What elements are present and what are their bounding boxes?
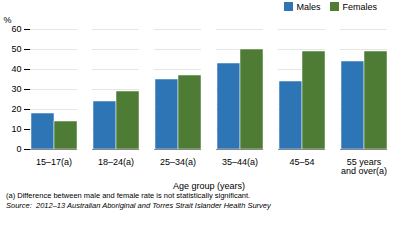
html-text:Females: Females: [342, 1, 377, 12]
svg-text:18–24(a): 18–24(a): [98, 157, 134, 167]
svg-text:25–34(a): 25–34(a): [160, 157, 196, 167]
svg-text:45–54: 45–54: [289, 157, 314, 167]
svg-text:15–17(a): 15–17(a): [36, 157, 72, 167]
html-text:(a) Difference between male an: (a) Difference between male and female r…: [6, 191, 251, 200]
svg-text:%: %: [4, 15, 12, 25]
svg-text:35–44(a): 35–44(a): [222, 157, 258, 167]
html-text:Males: Males: [296, 1, 321, 12]
svg-text:20: 20: [11, 104, 21, 114]
svg-text:60: 60: [11, 24, 21, 34]
svg-text:50: 50: [11, 44, 21, 54]
svg-text:10: 10: [11, 124, 21, 134]
svg-text:30: 30: [11, 84, 21, 94]
svg-text:55 yearsand over(a): 55 yearsand over(a): [341, 157, 387, 176]
svg-text:Age group (years): Age group (years): [173, 181, 245, 191]
svg-text:40: 40: [11, 64, 21, 74]
svg-text:0: 0: [16, 144, 21, 154]
html-text:Source: 2012–13 Australian Abo: Source: 2012–13 Australian Aboriginal an…: [6, 201, 271, 210]
